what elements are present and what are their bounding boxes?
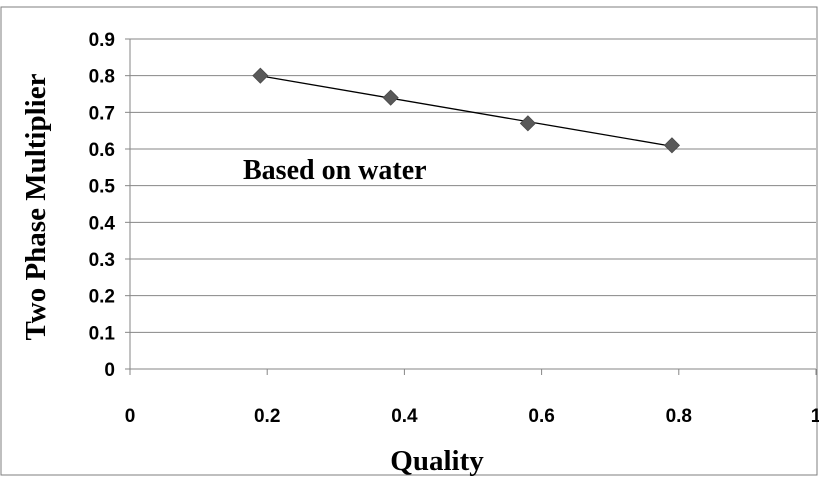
y-tick-label: 0.1 [89, 323, 116, 344]
data-point [252, 67, 269, 84]
x-tick-label: 1 [811, 406, 819, 427]
y-axis-title: Two Phase Multiplier [20, 73, 52, 340]
x-tick-labels: 0 0.2 0.4 0.6 0.8 1 [125, 406, 819, 427]
data-point [382, 89, 399, 106]
y-tick-label: 0.7 [89, 103, 115, 124]
annotation-text: Based on water [243, 155, 427, 186]
y-tick-label: 0.3 [89, 250, 115, 271]
y-tick-label: 0.9 [89, 30, 115, 51]
x-tick-label: 0.2 [254, 406, 280, 427]
x-tick-label: 0 [125, 406, 136, 427]
y-tick-label: 0 [104, 360, 115, 381]
axes [125, 38, 817, 375]
y-tick-label: 0.4 [89, 213, 116, 234]
y-tick-labels: 0 0.1 0.2 0.3 0.4 0.5 0.6 0.7 0.8 0.9 [89, 30, 116, 381]
y-tick-label: 0.5 [89, 177, 116, 198]
x-tick-label: 0.4 [391, 406, 418, 427]
data-points [252, 67, 681, 154]
chart-border [0, 6, 818, 476]
y-tick-label: 0.8 [89, 67, 115, 88]
y-tick-label: 0.6 [89, 140, 115, 161]
x-tick-label: 0.8 [666, 406, 692, 427]
trendline-group [260, 75, 673, 147]
x-axis-title: Quality [390, 445, 484, 477]
grid-lines [130, 38, 816, 333]
y-tick-label: 0.2 [89, 287, 115, 308]
data-point [663, 137, 681, 154]
data-point [519, 115, 536, 132]
trendline [260, 75, 673, 147]
x-tick-label: 0.6 [528, 406, 554, 427]
